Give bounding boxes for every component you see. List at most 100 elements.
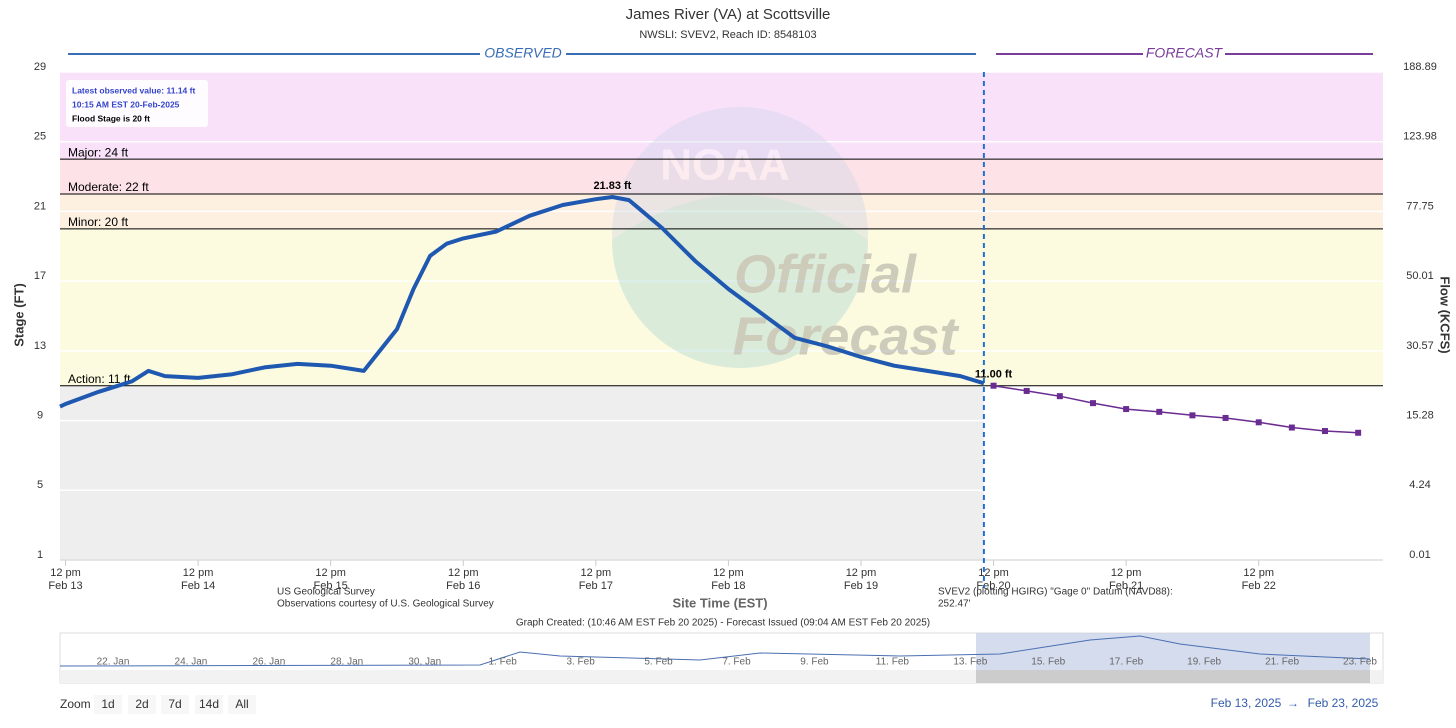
point [1123, 406, 1130, 413]
navigator-label: 26. Jan [252, 657, 285, 668]
point [1189, 412, 1196, 419]
range-from[interactable]: Feb 13, 2025 [1211, 696, 1282, 710]
point [1288, 424, 1295, 431]
zoom-button-label[interactable]: 7d [168, 697, 181, 711]
zoom-button-label[interactable]: 14d [199, 697, 219, 711]
graph-created: Graph Created: (10:46 AM EST Feb 20 2025… [516, 618, 930, 629]
series-line [59, 195, 985, 409]
navigator-label: 19. Feb [1187, 657, 1221, 668]
threshold-label: Major: 24 ft [68, 145, 129, 159]
y-tick-label: 17 [34, 270, 46, 282]
y-tick-label: 1 [37, 549, 43, 561]
datum: SVEV2 (plotting HGIRG) "Gage 0" Datum (N… [938, 587, 1173, 598]
range-to[interactable]: Feb 23, 2025 [1308, 696, 1379, 710]
zoom-button[interactable] [228, 695, 256, 714]
x-tick-label: 12 pm [448, 567, 479, 579]
y2-axis-label: Flow (KCFS) [1438, 276, 1453, 353]
navigator-label: 9. Feb [800, 657, 829, 668]
zoom-button[interactable] [195, 695, 223, 714]
x-tick-label: 12 pm [183, 567, 214, 579]
zoom-button[interactable] [128, 695, 156, 714]
x-tick-label: 12 pm [315, 567, 346, 579]
x-tick-label: Feb 19 [844, 580, 878, 592]
navigator-line [59, 635, 1371, 667]
forecast-bg [1143, 46, 1225, 62]
navigator-label: 24. Jan [175, 657, 208, 668]
navigator-label: 17. Feb [1109, 657, 1143, 668]
flood-band [60, 228, 1383, 386]
y2-tick-label: 188.89 [1403, 61, 1437, 73]
data-label: 21.83 ft [593, 180, 631, 192]
y2-tick-label: 123.98 [1403, 131, 1437, 143]
x-tick-label: Feb 14 [181, 580, 215, 592]
point [1355, 429, 1362, 436]
point [1222, 414, 1229, 421]
x-tick-label: Feb 20 [976, 580, 1010, 592]
annotation: Flood Stage is 20 ft [72, 113, 150, 123]
navigator-label: 22. Jan [97, 657, 130, 668]
zoom-button[interactable] [94, 695, 122, 714]
threshold-label: Moderate: 22 ft [68, 180, 149, 194]
annotation: Latest observed value: 11.14 ft [72, 85, 195, 95]
noaa-logo-wave [612, 195, 868, 368]
navigator-label: 1. Feb [489, 657, 518, 668]
y2-tick-label: 77.75 [1406, 200, 1434, 212]
observed-shade [60, 385, 984, 560]
x-tick-label: 12 pm [978, 567, 1009, 579]
x-tick-label: 12 pm [846, 567, 877, 579]
navigator-label: 13. Feb [953, 657, 987, 668]
x-tick-label: Feb 18 [711, 580, 745, 592]
y2-tick-label: 15.28 [1406, 409, 1434, 421]
credit: US Geological Survey [277, 587, 375, 598]
forecast-heading: FORECAST [1146, 45, 1224, 61]
threshold-label: Minor: 20 ft [68, 215, 129, 229]
y2-tick-label: 4.24 [1409, 479, 1430, 491]
watermark: Forecast [732, 306, 959, 366]
point [1255, 419, 1262, 426]
y-tick-label: 21 [34, 200, 46, 212]
x-tick-label: 12 pm [713, 567, 744, 579]
range-arrow: → [1287, 696, 1299, 710]
navigator-label: 28. Jan [330, 657, 363, 668]
y-axis-label: Stage (FT) [11, 283, 26, 347]
threshold-label: Action: 11 ft [68, 372, 131, 386]
y2-tick-label: 50.01 [1406, 270, 1434, 282]
navigator-label: 3. Feb [566, 657, 595, 668]
watermark: NOAA [660, 141, 790, 190]
zoom-button-label[interactable]: All [235, 697, 248, 711]
point [1023, 387, 1030, 394]
x-tick-label: Feb 17 [579, 580, 613, 592]
y-tick-label: 29 [34, 61, 46, 73]
navigator-label: 7. Feb [722, 657, 751, 668]
noaa-logo [612, 107, 868, 363]
chart-title: James River (VA) at Scottsville [626, 6, 831, 23]
navigator-selection[interactable] [976, 633, 1370, 670]
x-tick-label: Feb 21 [1109, 580, 1143, 592]
observed-bg [480, 46, 566, 62]
scrollbar-thumb[interactable] [976, 670, 1370, 683]
series-line [993, 384, 1359, 434]
x-tick-label: 12 pm [581, 567, 612, 579]
point [1089, 400, 1096, 407]
data-label: 11.00 ft [975, 369, 1013, 381]
point [1321, 428, 1328, 435]
datum: 252.47' [938, 599, 971, 610]
watermark: Official [734, 244, 917, 304]
x-tick-label: Feb 16 [446, 580, 480, 592]
y2-tick-label: 0.01 [1409, 549, 1430, 561]
point [1156, 408, 1163, 415]
point [990, 382, 997, 389]
navigator-label: 11. Feb [876, 657, 910, 668]
zoom-button-label[interactable]: 2d [135, 697, 148, 711]
x-tick-label: Feb 22 [1242, 580, 1276, 592]
zoom-button[interactable] [161, 695, 189, 714]
y-tick-label: 9 [37, 409, 43, 421]
x-tick-label: 12 pm [50, 567, 81, 579]
zoom-button-label[interactable]: 1d [101, 697, 114, 711]
y-tick-label: 13 [34, 340, 46, 352]
observed-heading: OBSERVED [484, 45, 562, 61]
y2-tick-label: 30.57 [1406, 340, 1434, 352]
x-tick-label: 12 pm [1243, 567, 1274, 579]
zoom-label: Zoom [60, 697, 91, 711]
